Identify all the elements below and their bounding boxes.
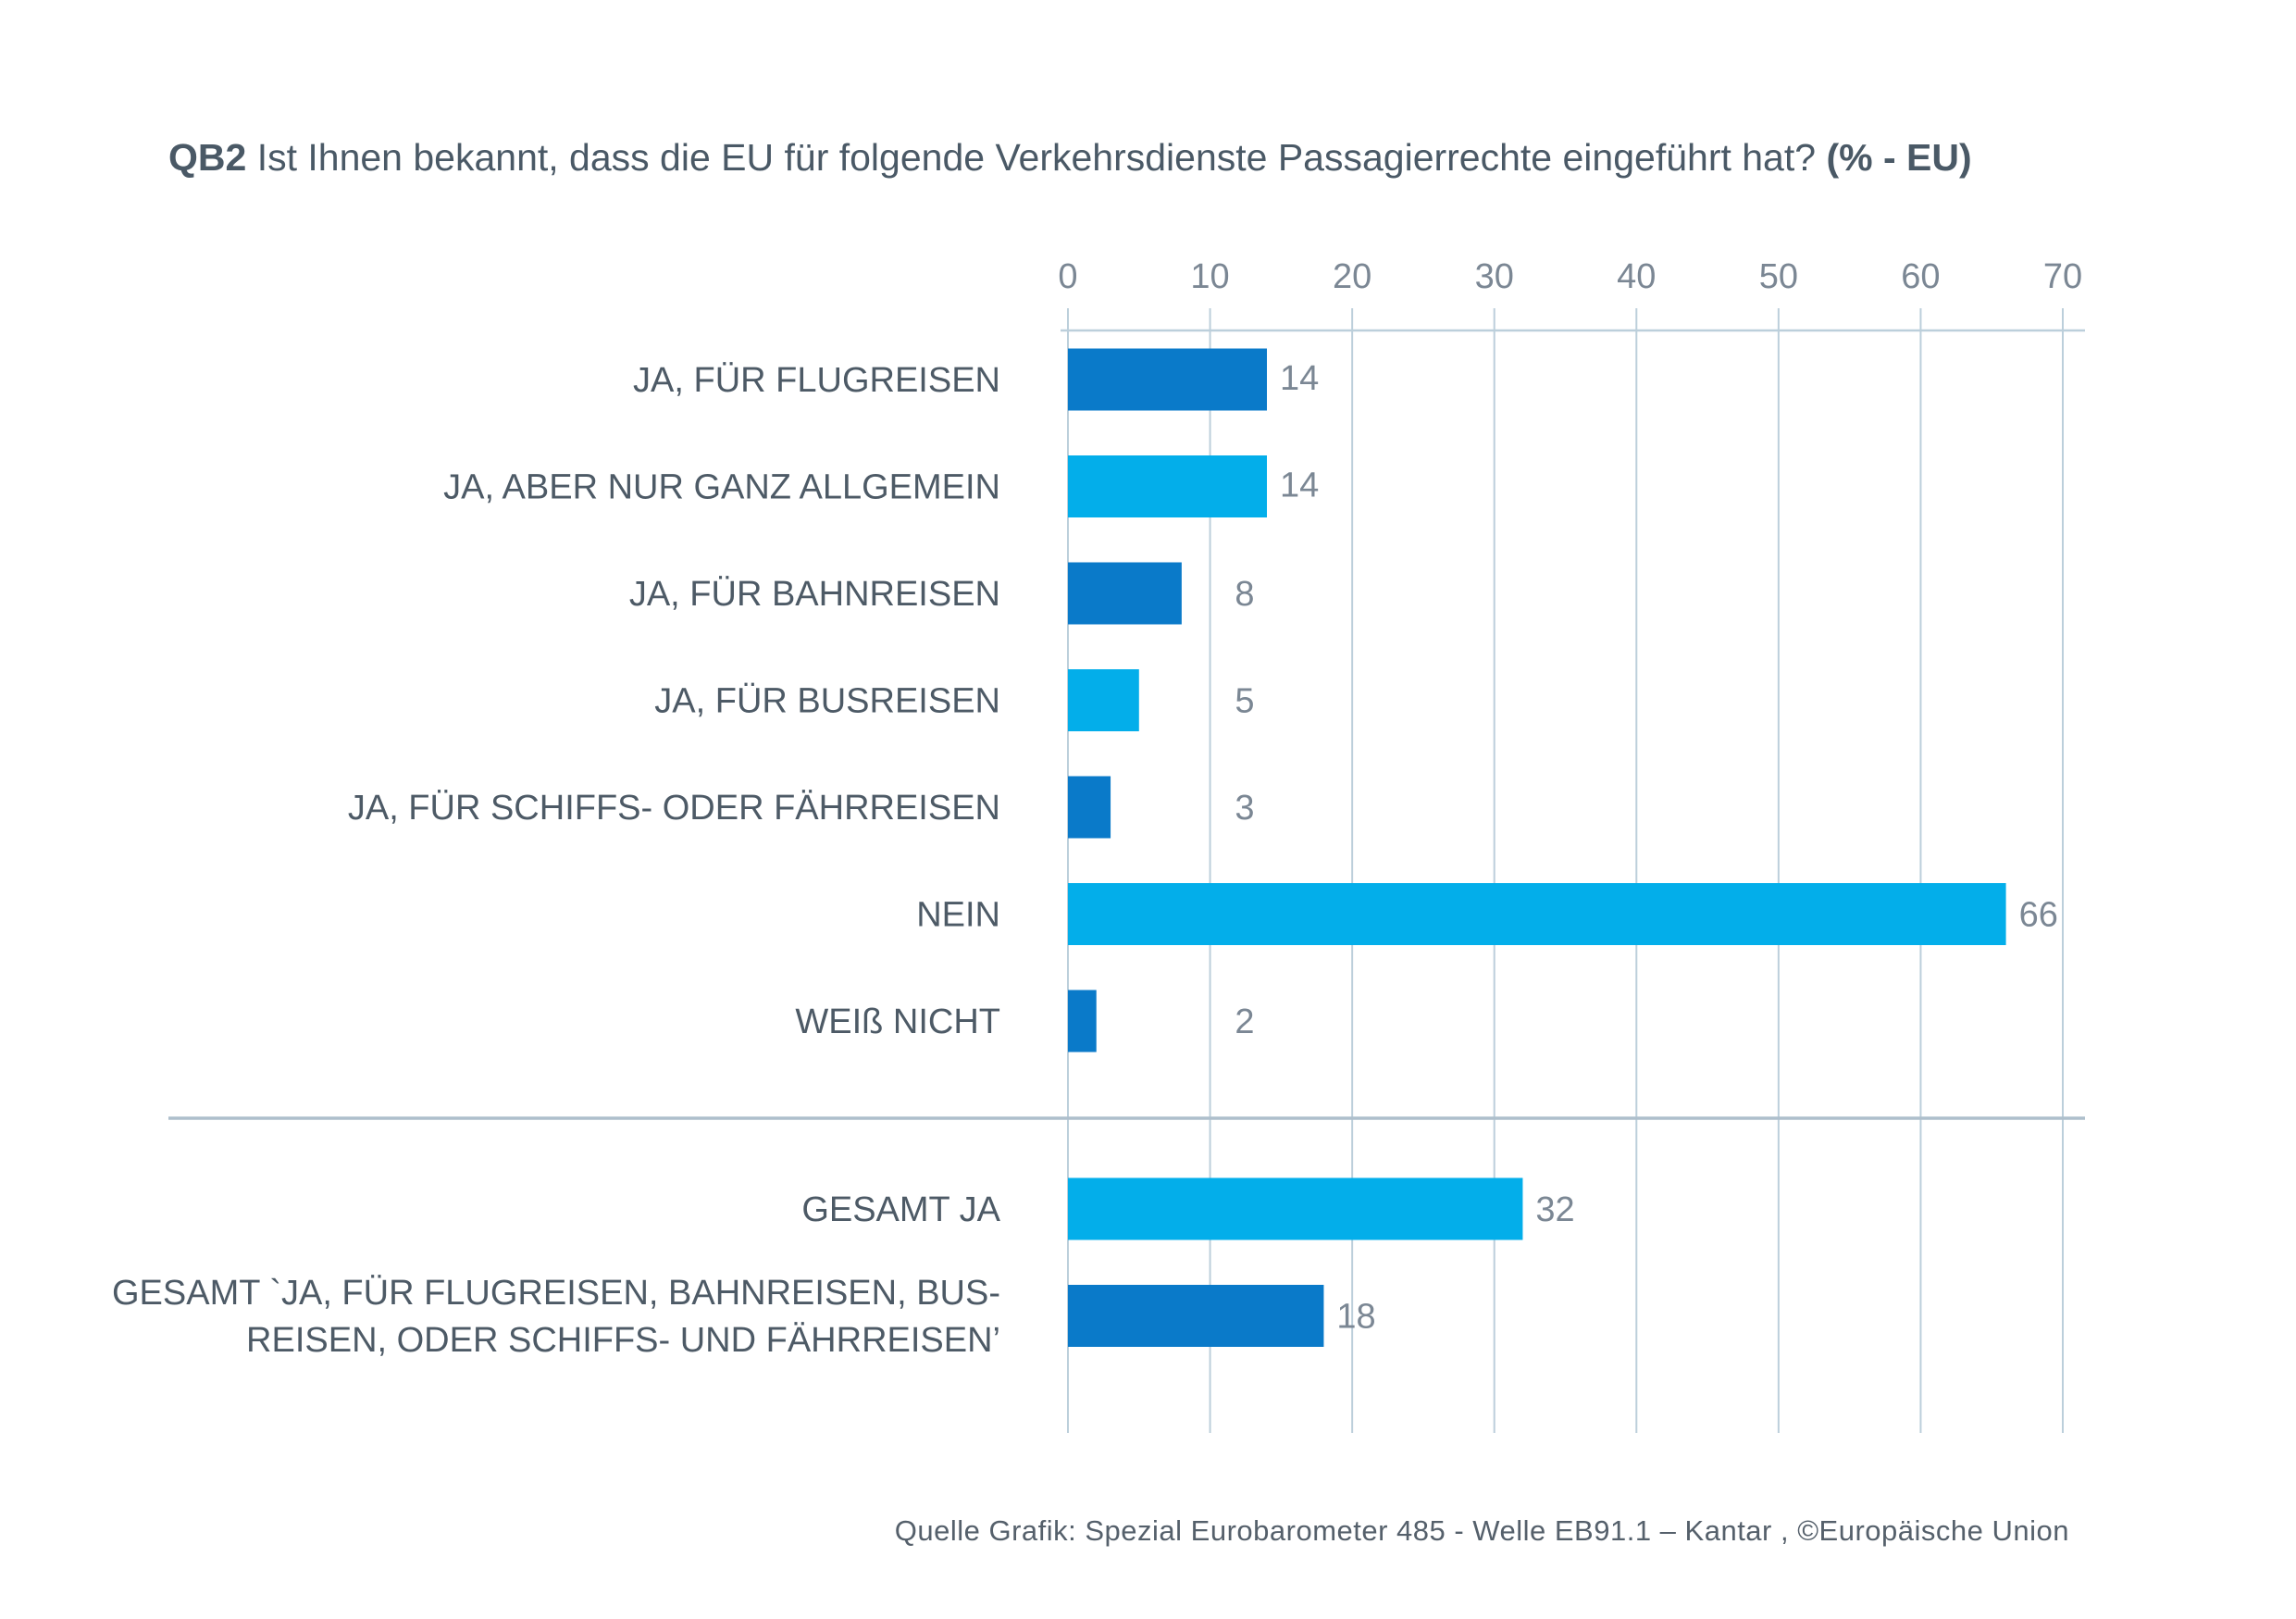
bar bbox=[1068, 1285, 1324, 1347]
category-label: GESAMT JA bbox=[801, 1190, 1000, 1229]
category-label: JA, FÜR BAHNREISEN bbox=[629, 575, 1000, 614]
data-label: 2 bbox=[1235, 1003, 1254, 1041]
category-label: JA, FÜR BUSREISEN bbox=[654, 682, 1000, 721]
data-label: 5 bbox=[1235, 682, 1254, 721]
x-tick-label: 10 bbox=[1190, 257, 1229, 296]
data-label: 3 bbox=[1235, 789, 1254, 828]
bar bbox=[1068, 776, 1111, 839]
data-label: 18 bbox=[1336, 1298, 1375, 1337]
x-tick-label: 70 bbox=[2043, 257, 2082, 296]
category-label: NEIN bbox=[916, 896, 1000, 935]
data-label: 14 bbox=[1280, 467, 1319, 505]
bar bbox=[1068, 669, 1139, 731]
category-label: GESAMT `JA, FÜR FLUGREISEN, BAHNREISEN, … bbox=[112, 1274, 1000, 1313]
question-text: Ist Ihnen bekannt, dass die EU für folge… bbox=[246, 136, 1827, 179]
bar bbox=[1068, 348, 1267, 411]
category-label: REISEN, ODER SCHIFFS- UND FÄHRREISEN’ bbox=[246, 1321, 1000, 1360]
x-tick-label: 60 bbox=[1901, 257, 1940, 296]
bar bbox=[1068, 562, 1182, 625]
bar bbox=[1068, 455, 1267, 517]
category-label: JA, FÜR SCHIFFS- ODER FÄHRREISEN bbox=[348, 789, 1000, 828]
unit-label: (% - EU) bbox=[1826, 136, 1972, 179]
category-label: WEIß NICHT bbox=[795, 1003, 1000, 1041]
data-label: 32 bbox=[1535, 1190, 1574, 1229]
source-note: Quelle Grafik: Spezial Eurobarometer 485… bbox=[894, 1514, 2069, 1547]
x-tick-label: 20 bbox=[1333, 257, 1371, 296]
category-label: JA, FÜR FLUGREISEN bbox=[633, 361, 1000, 400]
chart-title: QB2 Ist Ihnen bekannt, dass die EU für f… bbox=[168, 130, 2158, 185]
data-label: 14 bbox=[1280, 359, 1319, 398]
x-tick-label: 40 bbox=[1617, 257, 1656, 296]
x-tick-label: 30 bbox=[1475, 257, 1514, 296]
category-label: JA, ABER NUR GANZ ALLGEMEIN bbox=[443, 468, 1000, 507]
x-tick-label: 50 bbox=[1759, 257, 1798, 296]
bar bbox=[1068, 883, 2006, 945]
bar bbox=[1068, 990, 1097, 1052]
data-label: 66 bbox=[2019, 896, 2058, 935]
question-code: QB2 bbox=[168, 136, 247, 179]
bar bbox=[1068, 1177, 1523, 1240]
data-label: 8 bbox=[1235, 575, 1254, 614]
x-tick-label: 0 bbox=[1058, 257, 1077, 296]
